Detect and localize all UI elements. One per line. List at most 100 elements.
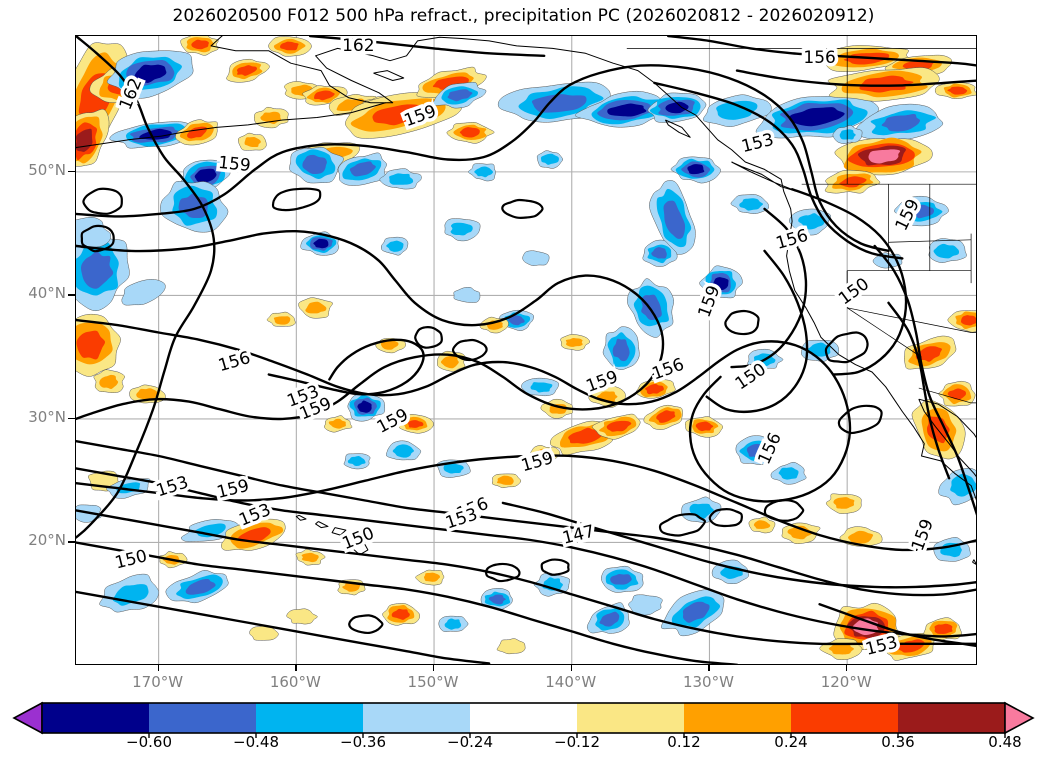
colorbar-tick-label: −0.12 [554, 733, 600, 751]
shaded-contour-band [909, 204, 935, 219]
shaded-contour-band [612, 338, 630, 362]
svg-text:162: 162 [342, 36, 374, 56]
contour-line-147 [501, 501, 976, 589]
shaded-contour-band [389, 173, 414, 185]
shaded-contour-band [798, 213, 825, 230]
shaded-contour-band [305, 301, 327, 314]
shaded-contour-band [565, 338, 583, 347]
colorbar-segment [791, 703, 899, 733]
shaded-contour-band [641, 294, 662, 321]
shaded-contour-band [392, 444, 415, 458]
svg-text:150: 150 [340, 523, 378, 554]
svg-text:162: 162 [342, 36, 374, 56]
colorbar-tick-label: −0.48 [233, 733, 279, 751]
contour-line-159 [76, 229, 665, 421]
lat-tick-mark [68, 170, 75, 173]
shaded-contour-band [488, 594, 506, 605]
contour-line-150 [76, 541, 738, 664]
svg-text:159: 159 [215, 476, 251, 503]
colorbar-tick-label: 0.24 [774, 733, 808, 751]
shaded-contour-band [716, 100, 758, 120]
shaded-contour-band [443, 463, 464, 474]
svg-text:156: 156 [803, 48, 835, 68]
shaded-contour-band [934, 623, 953, 634]
shaded-contour-band [99, 374, 119, 390]
shaded-contour-band [933, 243, 960, 259]
shaded-contour-band [656, 410, 676, 423]
contour-line-153 [653, 81, 904, 260]
shaded-contour-band [599, 611, 620, 627]
shaded-contour-band [787, 525, 814, 540]
svg-text:156: 156 [774, 226, 811, 254]
shaded-contour-band [280, 41, 299, 51]
colorbar-segment [577, 703, 685, 733]
svg-text:156: 156 [754, 430, 785, 468]
shaded-contour-band [80, 251, 114, 289]
shaded-contour-band [746, 443, 767, 458]
shaded-contour-band [651, 247, 667, 259]
shaded-contour-band [739, 198, 764, 211]
colorbar-under-arrow [12, 701, 43, 735]
lon-tick-label-160: 160°W [269, 673, 321, 691]
map-axes[interactable]: 162 162 162 162 159 159 159 159 159 159 159 159 159 1… [75, 35, 977, 665]
lat-tick-label-50: 50°N [28, 160, 66, 179]
shaded-contour-band [349, 161, 376, 177]
contour-line-150 [887, 301, 951, 480]
shaded-contour-band [236, 65, 258, 76]
lon-tick-mark [157, 665, 159, 671]
colorbar-tick-label: −0.24 [447, 733, 493, 751]
shaded-contour-band [753, 520, 771, 529]
contour-line-156 [667, 36, 976, 67]
lon-tick-label-150: 150°W [407, 673, 459, 691]
contour-line-156 [76, 318, 852, 503]
colorbar-segment [898, 703, 1006, 733]
svg-text:156: 156 [803, 48, 835, 68]
shaded-contour-band [191, 39, 209, 50]
lat-tick-label-20: 20°N [28, 531, 66, 550]
shaded-contour-band [380, 340, 399, 350]
svg-text:150: 150 [835, 274, 873, 309]
colorbar[interactable]: −0.60 −0.48 −0.36 −0.24 −0.12 0.12 0.24 0.36 0.4… [0, 700, 1047, 765]
contour-line-153 [76, 509, 976, 646]
contour-line-153 [818, 603, 976, 648]
shaded-contour-band [695, 421, 714, 432]
contour-line-159 [873, 244, 976, 516]
contour-line-159 [76, 64, 890, 253]
svg-text:159: 159 [217, 153, 251, 176]
shaded-contour-band [712, 277, 729, 291]
shaded-contour-band [789, 107, 845, 127]
lon-tick-label-130: 130°W [682, 673, 734, 691]
shaded-contour-band [194, 168, 217, 183]
shaded-contour-band [496, 638, 526, 655]
shaded-contour-band [507, 315, 525, 326]
lon-tick-mark [570, 665, 573, 671]
lon-tick-label-170: 170°W [132, 673, 184, 691]
shaded-contour-band [134, 64, 167, 83]
shaded-contour-band [682, 601, 710, 623]
shaded-contour-band [286, 608, 318, 625]
colorbar-tick-label: −0.60 [126, 733, 172, 751]
lon-tick-label-140: 140°W [545, 673, 597, 691]
shaded-contour-band [839, 176, 867, 188]
shaded-contour-band [440, 356, 459, 369]
shaded-contour-band [459, 127, 480, 138]
shaded-contour-band [530, 382, 553, 393]
shaded-contour-band [839, 129, 856, 140]
shaded-contour-band [391, 608, 410, 620]
contour-line-156 [730, 207, 808, 369]
shaded-contour-band [453, 287, 481, 303]
colorbar-tick-label: 0.36 [881, 733, 915, 751]
svg-text:156: 156 [650, 355, 687, 385]
